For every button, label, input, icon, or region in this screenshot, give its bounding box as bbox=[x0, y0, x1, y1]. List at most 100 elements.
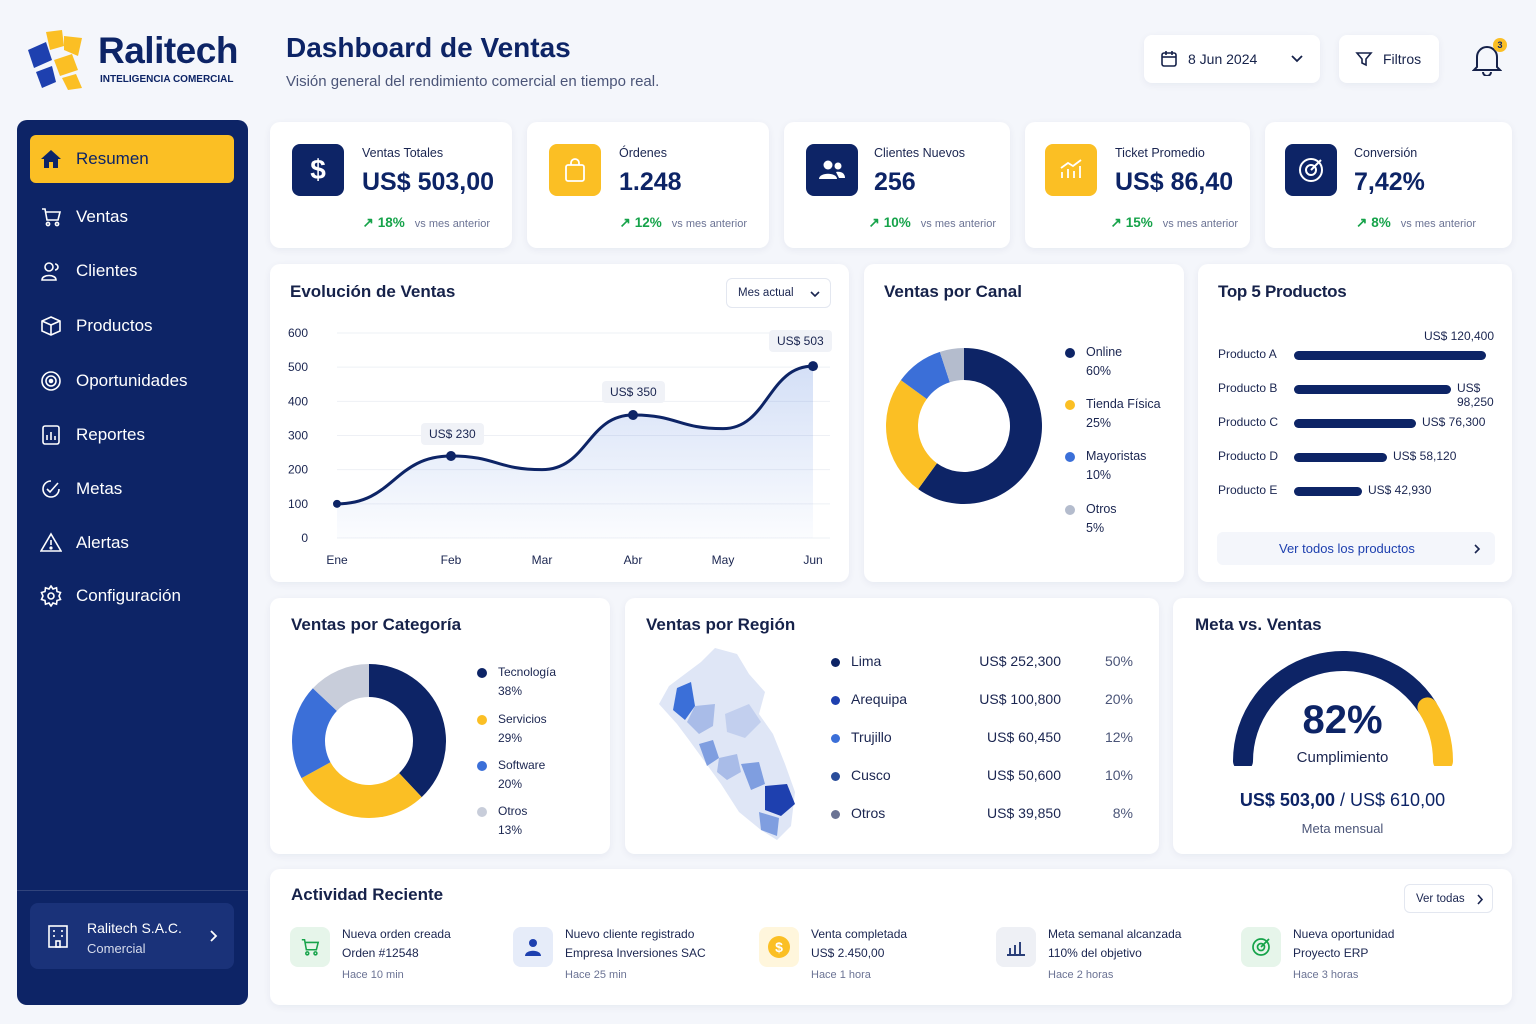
goal-note: Meta mensual bbox=[1301, 821, 1384, 836]
y-tick-label: 100 bbox=[288, 497, 308, 511]
kpi-card-conversion[interactable]: Conversión 7,42% ↗ 8% vs mes anterior bbox=[1265, 122, 1512, 248]
region-row[interactable]: Arequipa US$ 100,800 20% bbox=[831, 691, 1141, 711]
date-picker[interactable]: 8 Jun 2024 bbox=[1144, 35, 1320, 83]
data-point[interactable] bbox=[808, 361, 818, 372]
data-point[interactable] bbox=[446, 451, 456, 461]
goal-card: Meta vs. Ventas 82% Cumplimiento US$ 503… bbox=[1173, 598, 1512, 854]
product-bar bbox=[1294, 487, 1362, 496]
region-dot bbox=[831, 734, 840, 743]
card-title: Top 5 Productos bbox=[1218, 282, 1347, 301]
region-dot bbox=[831, 696, 840, 705]
donut-slice-online[interactable] bbox=[918, 348, 1042, 504]
kpi-card-ventas-totales[interactable]: $ Ventas Totales US$ 503,00 ↗ 18% vs mes a… bbox=[270, 122, 512, 248]
sidebar-item-reportes[interactable]: Reportes bbox=[30, 411, 234, 459]
legend-mayoristas: Mayoristas 10% bbox=[1086, 447, 1146, 485]
user-icon bbox=[513, 927, 553, 967]
product-value: US$ 76,300 bbox=[1422, 415, 1486, 429]
region-name: Trujillo bbox=[851, 729, 892, 745]
sidebar-item-resumen[interactable]: Resumen bbox=[30, 135, 234, 183]
activity-item[interactable]: Meta semanal alcanzada 110% del objetivo… bbox=[996, 919, 1226, 989]
donut-slice-tecnología[interactable] bbox=[369, 664, 446, 798]
view-all-activity-button[interactable]: Ver todas bbox=[1404, 884, 1493, 913]
kpi-change: ↗ 12% vs mes anterior bbox=[619, 215, 747, 231]
region-row[interactable]: Lima US$ 252,300 50% bbox=[831, 653, 1141, 673]
chevron-right-icon bbox=[1474, 544, 1481, 554]
region-dot bbox=[831, 810, 840, 819]
filters-label: Filtros bbox=[1383, 51, 1422, 67]
region-row[interactable]: Otros US$ 39,850 8% bbox=[831, 805, 1141, 825]
kpi-card-clientes-nuevos[interactable]: Clientes Nuevos 256 ↗ 10% vs mes anterior bbox=[784, 122, 1010, 248]
activity-item[interactable]: Nueva oportunidad Proyecto ERP Hace 3 ho… bbox=[1241, 919, 1471, 989]
period-value: Mes actual bbox=[738, 287, 794, 299]
sidebar-item-productos[interactable]: Productos bbox=[30, 302, 234, 350]
kpi-card-ordenes[interactable]: Órdenes 1.248 ↗ 12% vs mes anterior bbox=[527, 122, 769, 248]
y-tick-label: 0 bbox=[301, 531, 308, 545]
activity-item[interactable]: Nuevo cliente registrado Empresa Inversi… bbox=[513, 919, 743, 989]
sidebar-item-oportunidades[interactable]: Oportunidades bbox=[30, 357, 234, 405]
brand-logo[interactable]: Ralitech INTELIGENCIA COMERCIAL bbox=[22, 28, 252, 90]
sidebar-item-label: Ventas bbox=[76, 207, 128, 226]
dollar-icon: $ bbox=[292, 144, 344, 196]
kpi-change: ↗ 8% vs mes anterior bbox=[1356, 215, 1476, 231]
gauge-remaining-arc bbox=[1417, 697, 1453, 766]
donut-slice-software[interactable] bbox=[292, 688, 337, 779]
activity-detail: Proyecto ERP bbox=[1293, 946, 1369, 960]
kpi-value: 7,42% bbox=[1354, 168, 1425, 196]
brand-name: Ralitech bbox=[98, 30, 238, 71]
chart-icon bbox=[1045, 144, 1097, 196]
sidebar-item-alertas[interactable]: Alertas bbox=[30, 519, 234, 567]
donut-slice-otros[interactable] bbox=[939, 348, 964, 383]
gear-icon bbox=[40, 585, 62, 607]
legend-dot-otros bbox=[1065, 505, 1075, 515]
users-icon bbox=[41, 262, 59, 281]
bell-icon bbox=[1472, 46, 1502, 76]
goal-amount: US$ 503,00 bbox=[1239, 790, 1335, 810]
view-all-products-link[interactable]: Ver todos los productos bbox=[1217, 532, 1495, 565]
region-value: US$ 39,850 bbox=[987, 805, 1061, 821]
legend-dot-servicios bbox=[477, 715, 487, 725]
kpi-card-ticket-promedio[interactable]: Ticket Promedio US$ 86,40 ↗ 15% vs mes ant… bbox=[1025, 122, 1250, 248]
kpi-change: ↗ 10% vs mes anterior bbox=[868, 215, 996, 231]
cart-icon bbox=[42, 208, 62, 227]
x-tick-label: Mar bbox=[532, 553, 553, 567]
kpi-vs: vs mes anterior bbox=[671, 218, 747, 230]
filters-button[interactable]: Filtros bbox=[1339, 35, 1439, 83]
goal-amounts: US$ 503,00 / US$ 610,00 bbox=[1173, 790, 1512, 811]
sidebar-item-label: Alertas bbox=[76, 533, 129, 552]
region-row[interactable]: Trujillo US$ 60,450 12% bbox=[831, 729, 1141, 749]
period-select[interactable]: Mes actual bbox=[726, 278, 831, 308]
product-bar bbox=[1294, 419, 1416, 428]
kpi-change: ↗ 15% vs mes anterior bbox=[1110, 215, 1238, 231]
sidebar-item-ventas[interactable]: Ventas bbox=[30, 193, 234, 241]
sales-evolution-card: Evolución de Ventas Mes actual 0 100 200 30… bbox=[270, 264, 849, 582]
legend-tecnologia: Tecnología 38% bbox=[498, 663, 556, 701]
donut-slice-mayoristas[interactable] bbox=[900, 351, 950, 399]
activity-title: Venta completada bbox=[811, 927, 908, 941]
activity-detail: US$ 2.450,00 bbox=[811, 946, 885, 960]
activity-time: Hace 1 hora bbox=[811, 969, 871, 981]
company-switcher[interactable]: Ralitech S.A.C. Comercial bbox=[30, 903, 234, 969]
company-name: Ralitech S.A.C. bbox=[87, 920, 182, 936]
x-tick-label: Feb bbox=[441, 553, 462, 567]
region-row[interactable]: Cusco US$ 50,600 10% bbox=[831, 767, 1141, 787]
sidebar-item-metas[interactable]: Metas bbox=[30, 465, 234, 513]
notification-badge: 3 bbox=[1493, 38, 1507, 52]
data-label-abr: US$ 350 bbox=[602, 381, 665, 403]
sidebar-item-configuracion[interactable]: Configuración bbox=[30, 572, 234, 620]
donut-slice-tienda-física[interactable] bbox=[886, 380, 937, 490]
legend-name: Tienda Física bbox=[1086, 397, 1161, 411]
donut-slice-servicios[interactable] bbox=[301, 762, 422, 818]
sidebar-item-clientes[interactable]: Clientes bbox=[30, 247, 234, 295]
donut-slice-otros[interactable] bbox=[312, 664, 369, 711]
activity-detail: Orden #12548 bbox=[342, 946, 419, 960]
activity-item[interactable]: $ Venta completada US$ 2.450,00 Hace 1 h… bbox=[759, 919, 989, 989]
sidebar-item-label: Clientes bbox=[76, 261, 138, 280]
activity-title: Nuevo cliente registrado bbox=[565, 927, 695, 941]
calendar-icon bbox=[1161, 51, 1177, 67]
region-value: US$ 100,800 bbox=[979, 691, 1061, 707]
activity-item[interactable]: Nueva orden creada Orden #12548 Hace 10 … bbox=[290, 919, 520, 989]
data-point[interactable] bbox=[333, 499, 341, 508]
data-point[interactable] bbox=[628, 410, 638, 420]
company-role: Comercial bbox=[87, 941, 146, 956]
notifications-button[interactable]: 3 bbox=[1470, 38, 1510, 80]
